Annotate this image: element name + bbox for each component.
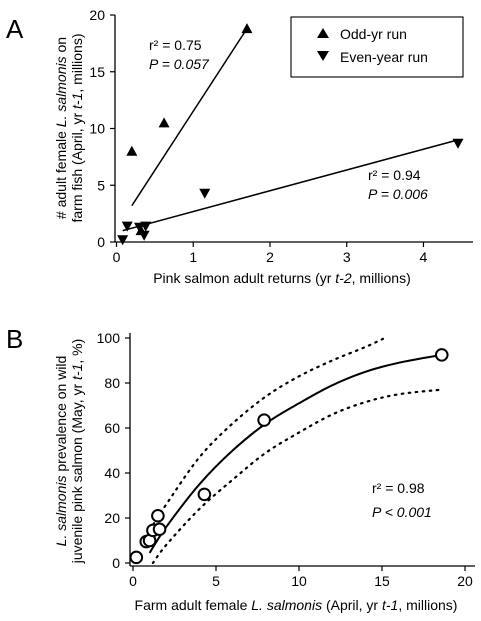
panel-b-r2: r² = 0.98 bbox=[372, 480, 425, 496]
panel-a-y-tick-label: 15 bbox=[89, 64, 105, 80]
panel-a-y-label-line2: farm fish (April, yr t-1, millions) bbox=[69, 33, 85, 222]
panel-a-x-tick-label: 2 bbox=[266, 249, 274, 265]
panel-a-x-label: Pink salmon adult returns (yr t-2, milli… bbox=[153, 270, 411, 286]
panel-a-even-point bbox=[140, 221, 152, 232]
panel-b-ci-upper-curve bbox=[148, 335, 389, 532]
panel-a-even-p: P = 0.006 bbox=[368, 186, 428, 202]
panel-b-p: P < 0.001 bbox=[372, 504, 432, 520]
panel-a-y-tick-label: 10 bbox=[89, 121, 105, 137]
panel-b-data-point bbox=[151, 508, 165, 523]
panel-a-x-tick-label: 3 bbox=[343, 249, 351, 265]
panel-a-odd-r2: r² = 0.75 bbox=[149, 37, 202, 53]
panel-a-even-point bbox=[452, 138, 464, 149]
legend-even-label: Even-year run bbox=[340, 49, 428, 65]
panel-b-x-label: Farm adult female L. salmonis (April, yr… bbox=[135, 597, 458, 613]
panel-a-letter: A bbox=[6, 14, 24, 44]
panel-b-y-tick-label: 0 bbox=[112, 555, 120, 571]
panel-b-data-point bbox=[152, 522, 167, 537]
legend-box bbox=[290, 16, 464, 78]
panel-a-x-tick-label: 4 bbox=[420, 249, 428, 265]
panel-a-odd-point bbox=[126, 145, 138, 156]
panel-b-data-point bbox=[197, 487, 212, 502]
legend-odd-label: Odd-yr run bbox=[340, 26, 407, 42]
panel-b-x-tick-label: 15 bbox=[374, 573, 390, 589]
panel-b-ci-lower-curve bbox=[151, 388, 442, 565]
panel-b-y-label-line1: L. salmonis prevalence on wild bbox=[53, 356, 69, 547]
legend-odd-marker bbox=[317, 28, 329, 38]
panel-b-x-tick-label: 20 bbox=[457, 573, 473, 589]
panel-a-x-tick-label: 1 bbox=[189, 249, 197, 265]
panel-b-x-tick-label: 5 bbox=[212, 573, 220, 589]
panel-b-y-tick-label: 100 bbox=[97, 330, 121, 346]
panel-a-even-fit-line bbox=[122, 139, 459, 232]
panel-a-odd-point bbox=[241, 23, 253, 34]
panel-a-legend: Odd-yr run Even-year run bbox=[290, 16, 464, 78]
panel-b-data-point bbox=[257, 413, 271, 427]
panel-a-x-tick-label: 0 bbox=[113, 249, 121, 265]
panel-b-x-tick-label: 0 bbox=[129, 573, 137, 589]
panel-b-data-point bbox=[129, 550, 144, 565]
panel-a-y-label-line1: # adult female L. salmonis on bbox=[53, 37, 69, 219]
panel-a-even-point bbox=[199, 188, 211, 199]
panel-a-odd-fit-line bbox=[131, 28, 248, 207]
panel-b-x-tick-label: 10 bbox=[291, 573, 307, 589]
panel-a-odd-point bbox=[158, 117, 170, 128]
panel-b-data-point bbox=[434, 348, 449, 362]
panel-b-letter: B bbox=[6, 324, 23, 354]
panel-a-even-r2: r² = 0.94 bbox=[368, 167, 421, 183]
legend-even-marker bbox=[317, 51, 329, 61]
panel-b-y-tick-label: 20 bbox=[104, 510, 120, 526]
panel-a-odd-p: P = 0.057 bbox=[149, 56, 210, 72]
panel-a-even-point bbox=[117, 235, 129, 246]
panel-a-y-tick-label: 20 bbox=[89, 7, 105, 23]
panel-a-y-tick-label: 0 bbox=[97, 234, 105, 250]
panel-b-axes bbox=[129, 333, 475, 567]
panel-a-y-tick-label: 5 bbox=[97, 177, 105, 193]
panel-b-y-tick-label: 60 bbox=[104, 420, 120, 436]
panel-b-fit-curve bbox=[148, 353, 442, 554]
panel-b-y-label-line2: juvenile pink salmon (May, yr t-1, %) bbox=[69, 339, 85, 565]
panel-b-y-tick-label: 40 bbox=[104, 465, 120, 481]
panel-a-even-point bbox=[138, 230, 150, 241]
panel-a-even-point bbox=[121, 221, 133, 232]
panel-b-y-tick-label: 80 bbox=[104, 375, 120, 391]
